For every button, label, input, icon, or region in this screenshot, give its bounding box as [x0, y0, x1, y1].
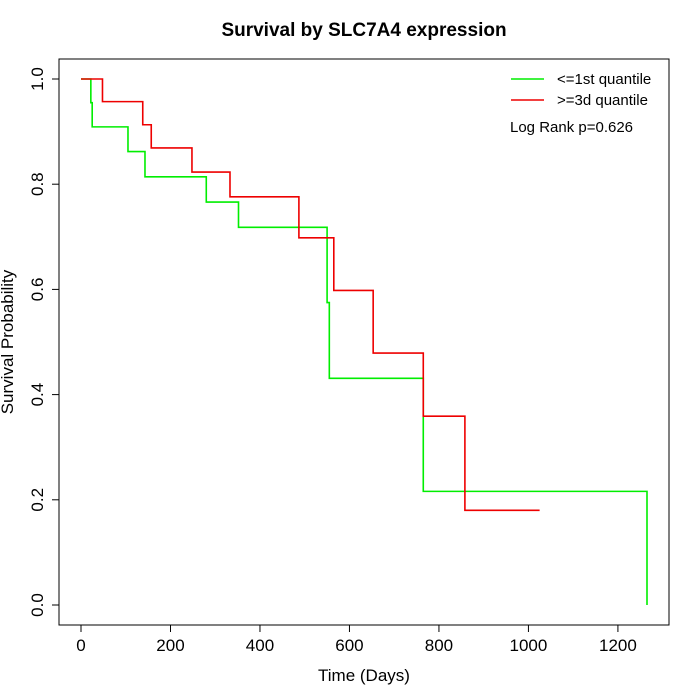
legend-label-2: >=3d quantile — [557, 92, 648, 109]
series-line-2 — [81, 78, 540, 512]
log-rank-annotation: Log Rank p=0.626 — [510, 119, 633, 136]
chart-title: Survival by SLC7A4 expression — [221, 20, 506, 41]
x-tick-label: 1000 — [510, 636, 548, 655]
y-tick-label: 0.2 — [28, 488, 47, 512]
x-axis: 0 200 400 600 800 1000 1200 — [76, 624, 637, 655]
y-tick-label: 0.0 — [28, 593, 47, 617]
x-tick-label: 600 — [335, 636, 363, 655]
x-tick-label: 800 — [425, 636, 453, 655]
x-tick-label: 400 — [246, 636, 274, 655]
y-tick-label: 0.6 — [28, 278, 47, 302]
y-tick-label: 1.0 — [28, 67, 47, 91]
y-axis-label: Survival Probability — [0, 269, 17, 414]
legend-label-1: <=1st quantile — [557, 71, 651, 88]
x-axis-label: Time (Days) — [318, 666, 410, 685]
x-tick-label: 1200 — [599, 636, 637, 655]
series-layer — [81, 78, 648, 605]
x-tick-label: 200 — [156, 636, 184, 655]
series-line-1 — [81, 78, 648, 605]
y-axis: 0.0 0.2 0.4 0.6 0.8 1.0 — [28, 67, 60, 617]
x-tick-label: 0 — [76, 636, 85, 655]
y-tick-label: 0.8 — [28, 172, 47, 196]
y-tick-label: 0.4 — [28, 383, 47, 407]
legend: <=1st quantile >=3d quantile — [511, 71, 651, 109]
